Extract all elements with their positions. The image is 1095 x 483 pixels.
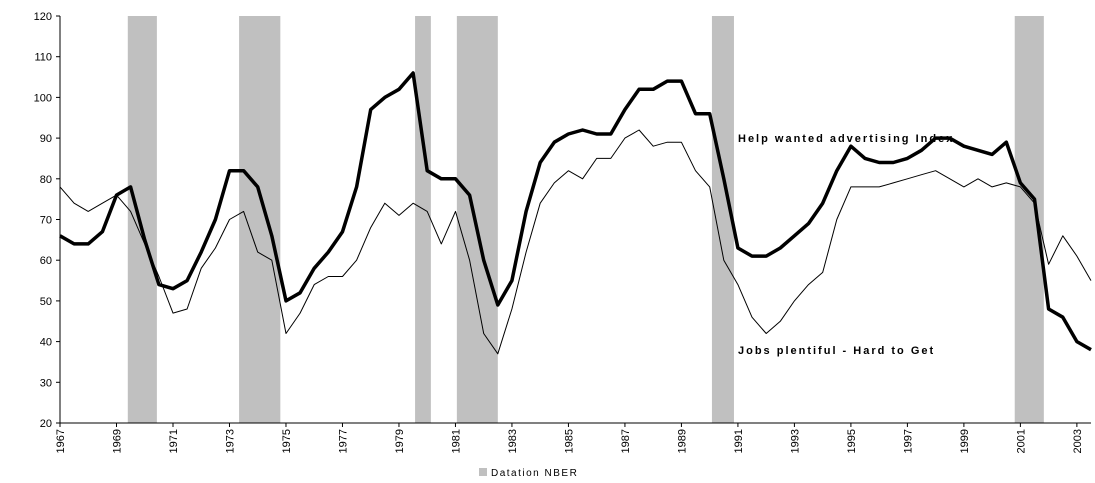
- x-tick-label: 1979: [394, 429, 406, 453]
- annotation: Help wanted advertising Index: [738, 133, 954, 145]
- x-tick-label: 1983: [507, 429, 519, 453]
- recession-band: [239, 16, 281, 423]
- recession-band: [415, 16, 431, 423]
- x-tick-label: 1969: [111, 429, 123, 453]
- x-tick-label: 1971: [168, 429, 180, 453]
- y-tick-label: 100: [34, 92, 52, 104]
- x-tick-label: 1985: [563, 429, 575, 453]
- x-tick-label: 1977: [337, 429, 349, 453]
- y-tick-label: 30: [40, 377, 52, 389]
- y-tick-label: 40: [40, 337, 52, 349]
- y-tick-label: 20: [40, 418, 52, 430]
- x-tick-label: 1987: [620, 429, 632, 453]
- x-tick-label: 1995: [846, 429, 858, 453]
- x-tick-label: 1967: [55, 429, 67, 453]
- y-tick-label: 80: [40, 174, 52, 186]
- x-tick-label: 1973: [224, 429, 236, 453]
- recession-band: [711, 16, 734, 423]
- y-tick-label: 60: [40, 255, 52, 267]
- y-tick-label: 70: [40, 215, 52, 227]
- x-tick-label: 1981: [450, 429, 462, 453]
- y-tick-label: 120: [34, 11, 52, 23]
- x-tick-label: 1993: [789, 429, 801, 453]
- series-line: [59, 71, 1092, 352]
- y-tick-label: 110: [34, 52, 52, 64]
- x-tick-label: 1997: [902, 429, 914, 453]
- x-tick-label: 2001: [1015, 429, 1027, 453]
- x-tick-label: 1975: [281, 429, 293, 453]
- legend-swatch: [479, 468, 487, 476]
- series-line: [59, 129, 1092, 355]
- x-tick-label: 1999: [959, 429, 971, 453]
- y-tick-label: 90: [40, 133, 52, 145]
- y-tick-label: 50: [40, 296, 52, 308]
- recession-band: [1014, 16, 1044, 423]
- x-tick-label: 1989: [676, 429, 688, 453]
- recession-band: [127, 16, 157, 423]
- x-tick-label: 2003: [1072, 429, 1084, 453]
- x-tick-label: 1991: [733, 429, 745, 453]
- recession-band: [456, 16, 498, 423]
- legend-label: Datation NBER: [491, 468, 578, 479]
- annotation: Jobs plentiful - Hard to Get: [738, 345, 935, 357]
